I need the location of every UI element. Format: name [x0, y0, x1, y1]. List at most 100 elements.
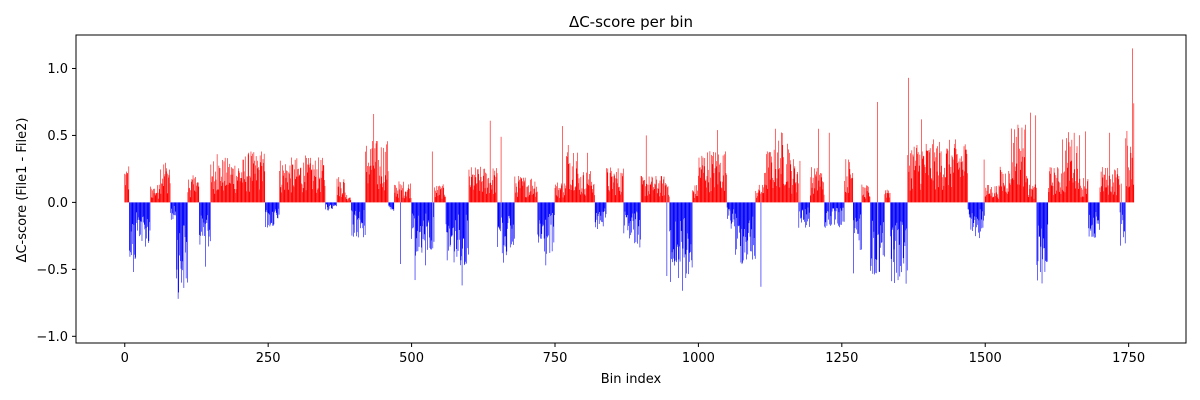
bar — [887, 193, 889, 203]
bar — [1020, 150, 1022, 203]
bar — [779, 187, 781, 203]
bar — [648, 191, 649, 203]
bar — [1104, 174, 1105, 203]
bar — [623, 202, 625, 234]
bar — [715, 166, 717, 203]
bar — [338, 177, 340, 203]
bar — [466, 202, 467, 264]
bar — [631, 202, 633, 218]
bar — [282, 175, 284, 203]
bar — [438, 194, 440, 203]
bar — [1120, 202, 1121, 246]
bar — [471, 176, 473, 203]
bar — [328, 202, 329, 211]
bar — [253, 152, 255, 203]
bar — [571, 185, 572, 203]
bar — [719, 164, 720, 203]
bar — [656, 179, 657, 203]
bar — [782, 145, 784, 203]
bar — [900, 202, 902, 222]
bar — [730, 202, 731, 221]
bar — [657, 193, 658, 203]
bar — [959, 158, 961, 203]
bar — [153, 188, 154, 203]
bar — [647, 184, 649, 203]
bar — [142, 202, 143, 218]
bar — [551, 202, 553, 252]
bar — [568, 163, 570, 203]
bar — [228, 182, 230, 203]
bar — [696, 190, 698, 203]
bar — [942, 189, 944, 203]
bar — [186, 202, 188, 242]
bar — [818, 128, 819, 203]
bar — [709, 151, 711, 203]
bar — [1121, 202, 1123, 225]
bar — [1101, 167, 1103, 203]
bar — [790, 164, 792, 203]
bar — [459, 202, 461, 240]
bar — [324, 185, 326, 203]
bar — [703, 172, 704, 203]
bar — [230, 183, 231, 203]
bar — [183, 202, 185, 288]
bar — [489, 120, 491, 203]
bar — [482, 191, 484, 203]
bar — [162, 178, 163, 203]
bar — [1048, 192, 1050, 203]
bar — [823, 182, 824, 203]
bar — [702, 157, 704, 203]
bar — [826, 202, 827, 213]
bar — [139, 202, 140, 237]
bar — [1076, 153, 1077, 203]
bar — [266, 202, 268, 213]
bar — [689, 202, 691, 253]
bar — [694, 197, 695, 203]
bar — [729, 202, 731, 211]
bar — [960, 162, 962, 203]
bar — [472, 174, 474, 203]
bar — [152, 190, 153, 203]
bar — [386, 179, 388, 203]
bar — [642, 177, 644, 203]
bar — [567, 145, 569, 203]
bar — [681, 202, 683, 242]
bar — [853, 202, 855, 221]
bar — [585, 195, 586, 203]
bar — [769, 179, 771, 203]
bar — [936, 171, 938, 203]
bar — [168, 177, 169, 203]
bar — [617, 168, 619, 203]
bar — [452, 202, 454, 229]
bar — [587, 152, 588, 203]
bar — [977, 202, 979, 219]
bar — [1006, 192, 1007, 203]
bar — [805, 202, 807, 226]
bar — [398, 181, 400, 203]
bar — [589, 185, 591, 203]
bar — [1007, 193, 1008, 203]
bar — [1104, 187, 1106, 203]
bar — [901, 202, 902, 273]
bar — [559, 197, 560, 203]
bar — [1095, 202, 1097, 213]
bar — [625, 202, 626, 215]
bar — [1067, 162, 1069, 203]
bar — [882, 202, 883, 233]
bar — [153, 193, 155, 203]
bar — [717, 184, 719, 203]
bar — [283, 170, 284, 203]
bar — [884, 194, 886, 203]
bar — [1072, 182, 1074, 203]
bar — [130, 202, 131, 253]
bar — [574, 190, 575, 203]
bar — [622, 176, 623, 203]
bar — [928, 149, 930, 203]
bar — [628, 202, 629, 226]
bar — [335, 202, 337, 205]
bar — [283, 173, 285, 203]
bar — [1103, 191, 1104, 203]
bar — [311, 169, 313, 203]
x-tick-label: 1000 — [682, 351, 715, 366]
